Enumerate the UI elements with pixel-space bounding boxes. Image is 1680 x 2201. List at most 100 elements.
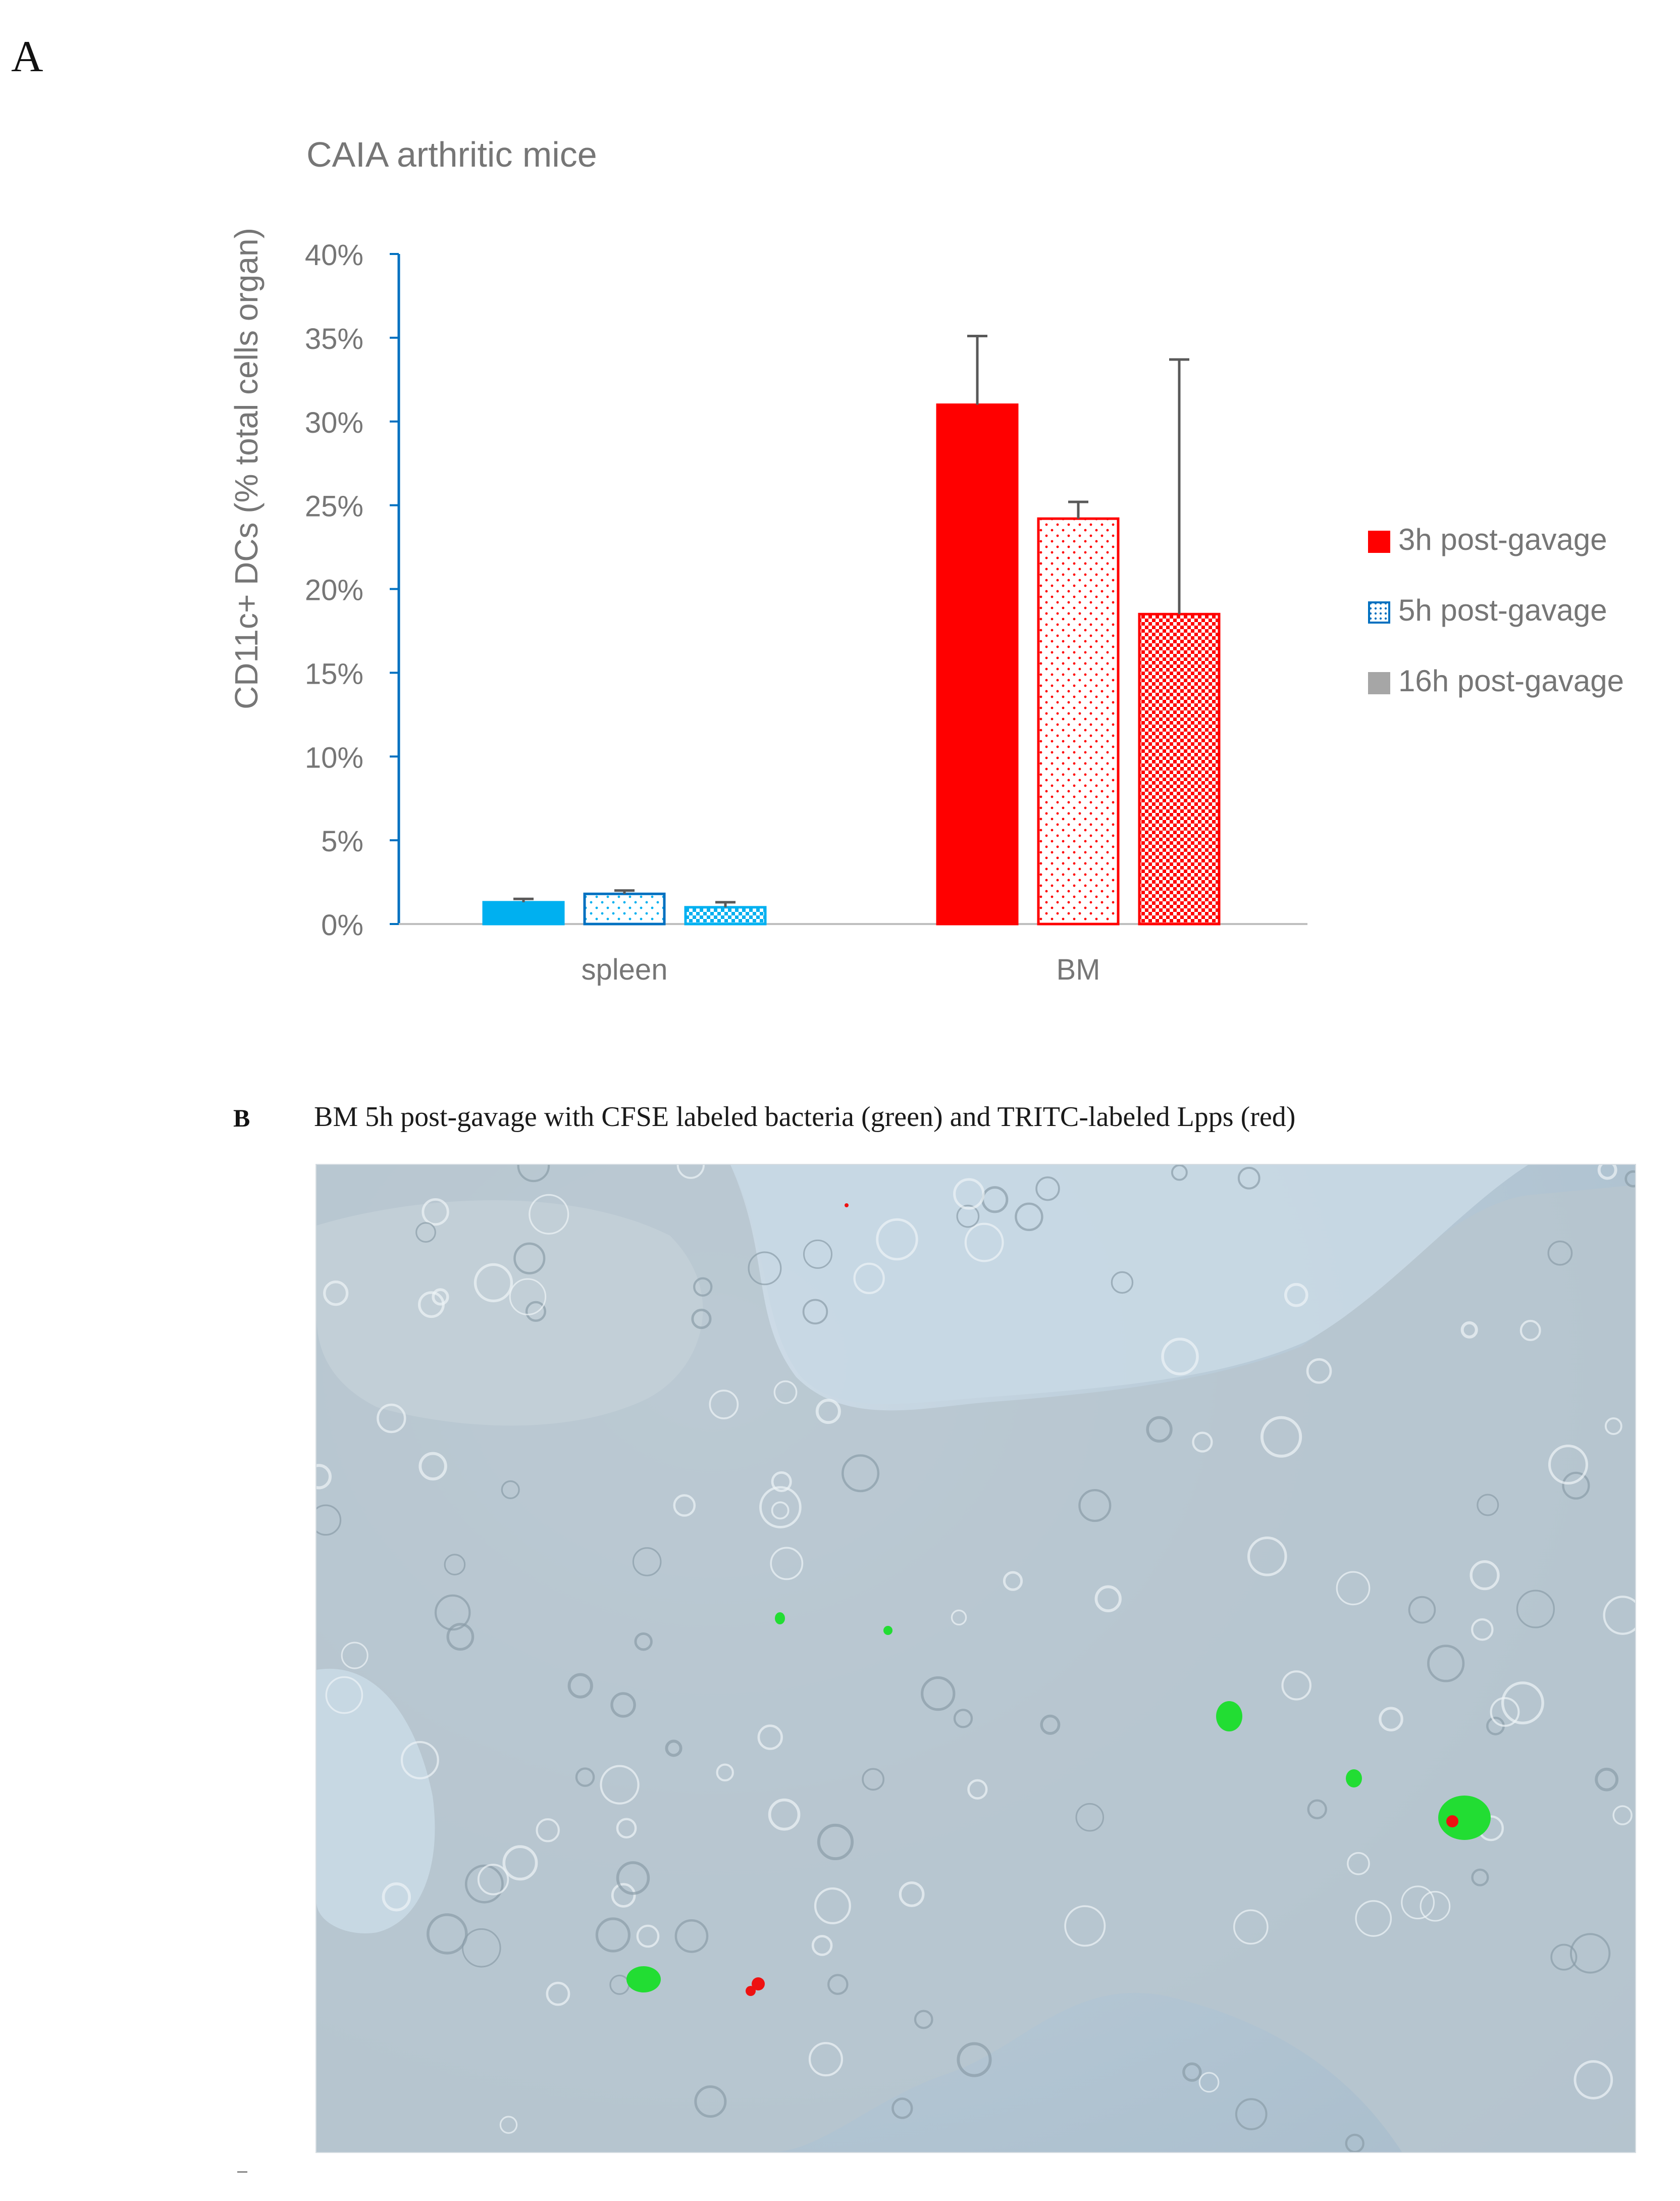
y-tick-label: 40% (305, 239, 363, 272)
y-tick-label: 30% (305, 406, 363, 439)
cell (323, 1281, 349, 1306)
cell (1307, 1799, 1327, 1819)
cell (1192, 1431, 1213, 1453)
cell (716, 1763, 734, 1782)
cell (502, 1845, 538, 1881)
cell (325, 1676, 363, 1714)
y-tick-label: 10% (305, 741, 363, 774)
cell (1427, 1645, 1465, 1682)
cell (632, 1547, 662, 1576)
cell (803, 1239, 832, 1269)
cell (513, 1242, 546, 1274)
cell (1501, 1681, 1544, 1725)
cell (427, 1913, 468, 1955)
cell (317, 1504, 342, 1536)
cell (914, 2010, 933, 2029)
bar-spleen-2 (684, 906, 767, 926)
tissue-region-upper-left (317, 1200, 703, 1426)
cell (1612, 1805, 1633, 1825)
green-bacteria-spot (1346, 1769, 1362, 1787)
panel-a-letter: A (11, 32, 43, 81)
cell (956, 1204, 980, 1228)
cell (1284, 1283, 1308, 1307)
cell (899, 1881, 925, 1907)
cell (616, 1818, 637, 1839)
cell (921, 1676, 956, 1711)
cell (768, 1798, 801, 1831)
cell (811, 1935, 833, 1956)
cell (444, 1554, 466, 1575)
y-tick-label: 25% (305, 490, 363, 523)
green-bacteria-spot (1438, 1796, 1491, 1840)
cell (759, 1486, 802, 1528)
cell (757, 1724, 783, 1750)
cell (676, 1165, 705, 1179)
cell (546, 1981, 570, 2006)
green-bacteria-spot (626, 1966, 661, 1992)
cell (616, 1861, 650, 1895)
cell (876, 1218, 918, 1261)
cell (862, 1768, 885, 1791)
cell (853, 1262, 885, 1294)
cell (814, 1887, 851, 1924)
cell (1471, 1618, 1494, 1641)
red-lpp-spot (845, 1203, 849, 1207)
cell (1094, 1585, 1122, 1612)
cell (1477, 1494, 1499, 1516)
cell (1573, 2060, 1613, 2100)
cell (674, 1919, 709, 1953)
page-mark (237, 2171, 247, 2173)
cell (1624, 1170, 1635, 1188)
cell (691, 1308, 712, 1329)
cell (1345, 2133, 1364, 2152)
cell (1490, 1697, 1520, 1727)
cell (1355, 1900, 1392, 1937)
cell (418, 1452, 447, 1480)
cell (499, 2116, 518, 2134)
cell (1379, 1707, 1403, 1731)
cell (1078, 1489, 1112, 1522)
cell (1075, 1803, 1105, 1832)
cell (432, 1288, 449, 1306)
cell (665, 1739, 682, 1757)
cell (477, 1864, 509, 1896)
cell (1306, 1358, 1332, 1384)
cell (1003, 1571, 1023, 1591)
cell (1347, 1852, 1370, 1875)
cell (1519, 1319, 1541, 1341)
cell (1550, 1943, 1578, 1971)
cell (827, 1974, 849, 1995)
cell (709, 1390, 739, 1419)
cell (1064, 1905, 1106, 1947)
cell (501, 1480, 520, 1499)
clear-region-lower (317, 1668, 435, 1933)
cell (953, 1178, 985, 1210)
x-category-label: spleen (582, 953, 668, 986)
cell (575, 1767, 595, 1787)
cell (1260, 1416, 1302, 1458)
cell (1015, 1202, 1043, 1232)
cell (525, 1301, 547, 1322)
cell (802, 1299, 828, 1324)
cell (1469, 1560, 1500, 1591)
cell (529, 1194, 569, 1235)
cell (517, 1165, 550, 1183)
cell (1548, 1445, 1588, 1485)
cell (610, 1692, 636, 1718)
y-axis-label: CD11c+ DCs (% total cells organ) (228, 228, 265, 709)
tissue-region (317, 1165, 1635, 2152)
y-tick-label: 0% (321, 909, 363, 942)
cell (771, 1501, 790, 1520)
cell (434, 1594, 471, 1631)
green-bacteria-spot (883, 1626, 892, 1635)
cell (567, 1673, 593, 1699)
cell (634, 1632, 653, 1651)
x-category-label: BM (1057, 953, 1100, 986)
red-lpp-spot (746, 1986, 756, 1996)
cell (953, 1709, 973, 1728)
panel-b-caption: BM 5h post-gavage with CFSE labeled bact… (314, 1101, 1296, 1133)
cell (1604, 1417, 1622, 1435)
legend-swatch (1368, 601, 1390, 624)
cell (1182, 2062, 1202, 2082)
cell (464, 1864, 504, 1904)
